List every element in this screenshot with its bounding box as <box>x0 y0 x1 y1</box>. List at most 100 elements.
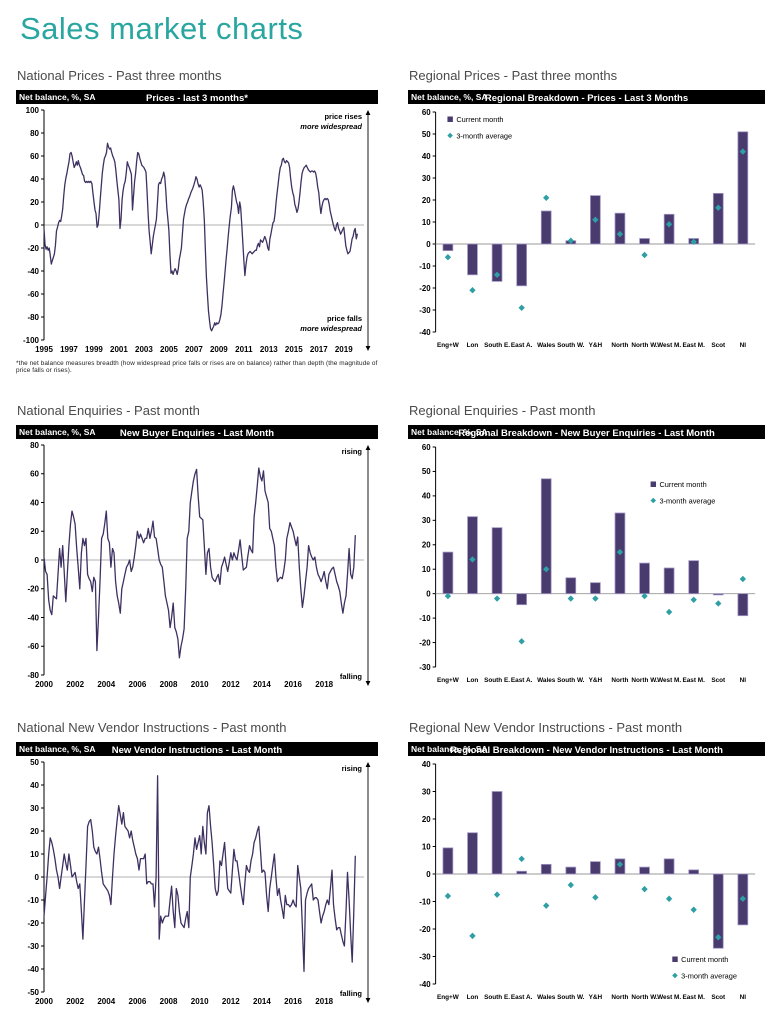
svg-text:2002: 2002 <box>66 997 84 1006</box>
svg-text:2002: 2002 <box>66 680 84 689</box>
svg-text:-20: -20 <box>27 585 39 594</box>
svg-text:30: 30 <box>422 174 431 183</box>
svg-text:West M.: West M. <box>657 677 681 684</box>
svg-text:0: 0 <box>426 240 431 249</box>
svg-text:-30: -30 <box>419 952 431 961</box>
svg-text:-50: -50 <box>27 988 39 997</box>
svg-text:-10: -10 <box>419 614 431 623</box>
svg-text:-10: -10 <box>27 896 39 905</box>
svg-text:50: 50 <box>422 130 431 139</box>
header-units-label: Net balance, %, SA <box>411 744 488 754</box>
svg-text:2019: 2019 <box>335 345 353 354</box>
header-units-label: Net balance, %, SA <box>411 92 488 102</box>
svg-text:60: 60 <box>422 108 431 117</box>
header-units-label: Net balance, %, SA <box>411 427 488 437</box>
svg-text:East A.: East A. <box>511 677 533 684</box>
svg-text:0: 0 <box>35 556 40 565</box>
chart-cell-regional-prices: Regional Prices - Past three months Net … <box>408 68 765 374</box>
svg-text:more widespread: more widespread <box>300 122 362 131</box>
svg-text:Y&H: Y&H <box>589 677 603 684</box>
charts-grid: National Prices - Past three months Net … <box>0 68 780 1008</box>
svg-text:2012: 2012 <box>222 680 240 689</box>
svg-text:South W.: South W. <box>557 994 585 1001</box>
svg-text:80: 80 <box>30 129 39 138</box>
svg-text:price rises: price rises <box>324 112 362 121</box>
svg-text:Scot: Scot <box>711 342 726 349</box>
svg-text:NI: NI <box>740 342 747 349</box>
chart-header: Net balance, %, SA Regional Breakdown - … <box>408 425 765 439</box>
svg-text:Eng+W: Eng+W <box>437 342 460 349</box>
svg-text:20: 20 <box>422 815 431 824</box>
page-title: Sales market charts <box>20 11 304 46</box>
svg-text:rising: rising <box>342 447 363 456</box>
svg-text:2014: 2014 <box>253 997 271 1006</box>
svg-text:10: 10 <box>30 850 39 859</box>
svg-text:2007: 2007 <box>185 345 203 354</box>
svg-text:-80: -80 <box>27 671 39 680</box>
chart-cell-regional-enquiries: Regional Enquiries - Past month Net bala… <box>408 403 765 691</box>
chart-header: Net balance, %, SA Prices - last 3 month… <box>16 90 378 104</box>
svg-text:price falls: price falls <box>327 314 362 323</box>
svg-text:falling: falling <box>340 672 363 681</box>
svg-text:-40: -40 <box>27 965 39 974</box>
svg-text:NI: NI <box>740 677 747 684</box>
svg-text:-30: -30 <box>419 306 431 315</box>
svg-text:East M.: East M. <box>682 677 705 684</box>
svg-text:East A.: East A. <box>511 994 533 1001</box>
svg-text:100: 100 <box>26 106 40 115</box>
national-prices-line-chart: -100 -80 -60 -40 -20 0 20 40 60 80 100 1995 1997 1999… <box>23 106 371 354</box>
svg-text:South W.: South W. <box>557 342 585 349</box>
header-units-label: Net balance, %, SA <box>19 744 96 754</box>
header-chart-title: Regional Breakdown - New Buyer Enquiries… <box>458 428 715 439</box>
svg-text:40: 40 <box>422 760 431 769</box>
svg-text:20: 20 <box>30 527 39 536</box>
svg-text:2003: 2003 <box>135 345 153 354</box>
section-title: National New Vendor Instructions - Past … <box>17 720 287 735</box>
svg-text:30: 30 <box>422 516 431 525</box>
svg-text:2001: 2001 <box>110 345 128 354</box>
svg-text:Current month: Current month <box>681 955 728 964</box>
svg-text:2010: 2010 <box>191 997 209 1006</box>
svg-text:falling: falling <box>340 989 363 998</box>
svg-text:South E.: South E. <box>484 342 510 349</box>
svg-text:-10: -10 <box>419 897 431 906</box>
svg-text:South E.: South E. <box>484 994 510 1001</box>
svg-text:2005: 2005 <box>160 345 178 354</box>
svg-text:2015: 2015 <box>285 345 303 354</box>
svg-text:Wales: Wales <box>537 342 556 349</box>
svg-text:50: 50 <box>422 467 431 476</box>
header-chart-title: New Buyer Enquiries - Last Month <box>119 428 275 439</box>
svg-text:-30: -30 <box>419 663 431 672</box>
header-units-label: Net balance, %, SA <box>19 427 96 437</box>
svg-text:East M.: East M. <box>682 342 705 349</box>
svg-text:60: 60 <box>422 443 431 452</box>
svg-text:80: 80 <box>30 441 39 450</box>
svg-text:2006: 2006 <box>129 997 147 1006</box>
svg-text:2017: 2017 <box>310 345 328 354</box>
svg-text:North: North <box>611 677 628 684</box>
section-title: Regional Prices - Past three months <box>409 68 618 83</box>
svg-text:50: 50 <box>30 758 39 767</box>
svg-text:rising: rising <box>342 764 363 773</box>
svg-text:20: 20 <box>422 196 431 205</box>
svg-text:2000: 2000 <box>35 997 53 1006</box>
chart-header: Net balance, %, SA Regional Breakdown - … <box>408 90 765 104</box>
svg-text:2000: 2000 <box>35 680 53 689</box>
section-title: Regional New Vendor Instructions - Past … <box>409 720 683 735</box>
svg-text:North W.: North W. <box>631 677 657 684</box>
svg-text:40: 40 <box>422 152 431 161</box>
svg-text:-40: -40 <box>27 267 39 276</box>
svg-text:2016: 2016 <box>284 997 302 1006</box>
chart-cell-national-vendor-instructions: National New Vendor Instructions - Past … <box>16 720 378 1008</box>
svg-text:10: 10 <box>422 842 431 851</box>
svg-text:-20: -20 <box>419 925 431 934</box>
svg-text:0: 0 <box>426 589 431 598</box>
svg-text:0: 0 <box>35 221 40 230</box>
svg-text:3-month average: 3-month average <box>681 971 737 980</box>
section-title: National Prices - Past three months <box>17 68 222 83</box>
svg-text:30: 30 <box>30 804 39 813</box>
svg-text:30: 30 <box>422 787 431 796</box>
svg-text:-20: -20 <box>27 244 39 253</box>
header-chart-title: Regional Breakdown - New Vendor Instruct… <box>450 745 723 756</box>
